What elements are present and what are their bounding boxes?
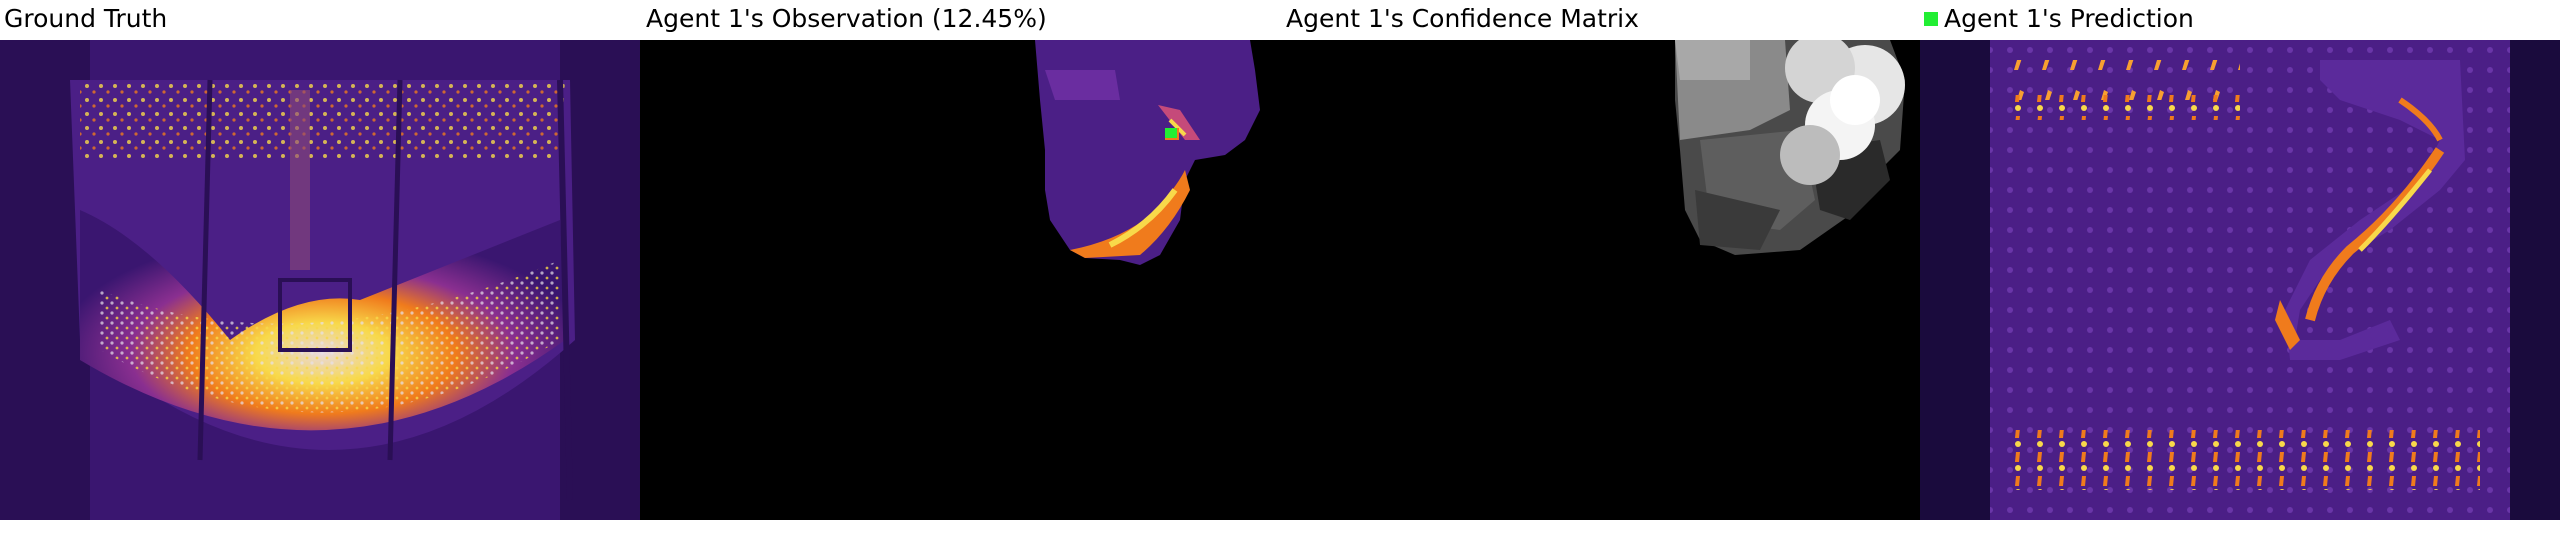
observation-image (640, 40, 1280, 520)
ground-truth-title: Ground Truth (4, 4, 168, 33)
observation-title: Agent 1's Observation (12.45%) (646, 4, 1047, 33)
prediction-legend: Agent 1's Prediction (1924, 2, 2194, 36)
confidence-matrix-image (1280, 40, 1920, 520)
prediction-title: Agent 1's Prediction (1944, 4, 2194, 33)
ground-truth-image (0, 40, 640, 520)
agent-marker-icon (1924, 12, 1938, 26)
confidence-title: Agent 1's Confidence Matrix (1286, 4, 1639, 33)
prediction-image (1920, 40, 2560, 520)
agent-position-marker (1165, 128, 1177, 138)
